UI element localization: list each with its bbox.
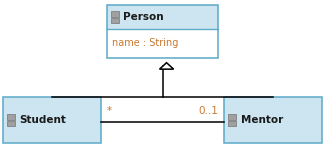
Bar [107, 5, 218, 58]
Bar [107, 5, 218, 29]
Bar [3, 97, 101, 143]
Bar [107, 29, 218, 58]
Text: Person: Person [124, 12, 164, 22]
Text: 0..1: 0..1 [199, 106, 218, 116]
Bar [111, 11, 119, 17]
Bar [224, 97, 322, 143]
Bar [111, 18, 119, 23]
Text: *: * [107, 106, 112, 116]
Bar [7, 114, 15, 120]
Bar [224, 97, 322, 143]
Text: Mentor: Mentor [240, 115, 283, 125]
Bar [3, 97, 101, 143]
Text: name : String: name : String [112, 38, 178, 48]
Bar [228, 114, 236, 120]
Text: Student: Student [20, 115, 66, 125]
Bar [7, 121, 15, 126]
Bar [228, 121, 236, 126]
